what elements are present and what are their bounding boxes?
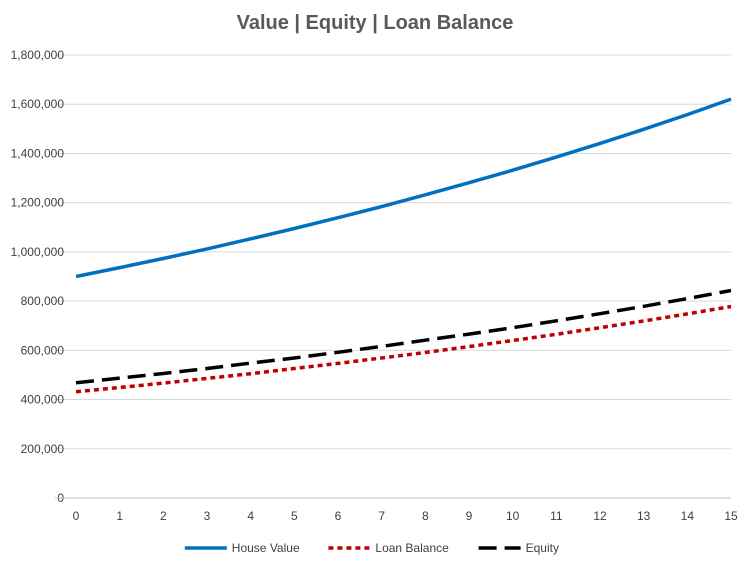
legend-label-equity: Equity (526, 541, 559, 555)
x-tick-label: 5 (291, 509, 298, 523)
y-tick-label: 1,000,000 (11, 245, 65, 259)
y-tick-label: 1,200,000 (11, 196, 65, 210)
y-tick-label: 600,000 (21, 343, 65, 357)
chart-title: Value | Equity | Loan Balance (237, 12, 514, 34)
series-lines (75, 97, 732, 394)
x-tick-label: 12 (593, 509, 607, 523)
x-tick-label: 13 (637, 509, 651, 523)
y-tick-label: 1,600,000 (11, 97, 65, 111)
x-tick-label: 11 (550, 509, 563, 523)
x-tick-label: 0 (73, 509, 80, 523)
x-tick-label: 8 (422, 509, 429, 523)
axes: 0 200,000 400,000 600,000 800,000 1,000,000 1,… (11, 48, 738, 523)
series-line-loan-balance (75, 304, 732, 394)
x-tick-label: 3 (204, 509, 211, 523)
y-tick-label: 1,400,000 (11, 146, 65, 160)
x-tick-label: 6 (335, 509, 342, 523)
y-tick-label: 1,800,000 (11, 48, 65, 62)
legend-label-loan-balance: Loan Balance (375, 541, 449, 555)
x-tick-label: 9 (466, 509, 473, 523)
y-tick-label: 800,000 (21, 294, 65, 308)
x-tick-label: 10 (506, 509, 520, 523)
legend: House Value Loan Balance Equity (184, 541, 559, 555)
series-line-house-value (75, 97, 732, 279)
gridlines (55, 54, 731, 450)
y-tick-label: 200,000 (21, 442, 65, 456)
x-tick-label: 14 (681, 509, 695, 523)
x-tick-label: 4 (247, 509, 254, 523)
x-tick-label: 7 (378, 509, 385, 523)
legend-label-house-value: House Value (232, 541, 300, 555)
x-tick-label: 1 (116, 509, 123, 523)
x-tick-label: 2 (160, 509, 167, 523)
series-line-equity (75, 288, 732, 385)
y-tick-label: 400,000 (21, 393, 65, 407)
x-tick-label: 15 (724, 509, 738, 523)
